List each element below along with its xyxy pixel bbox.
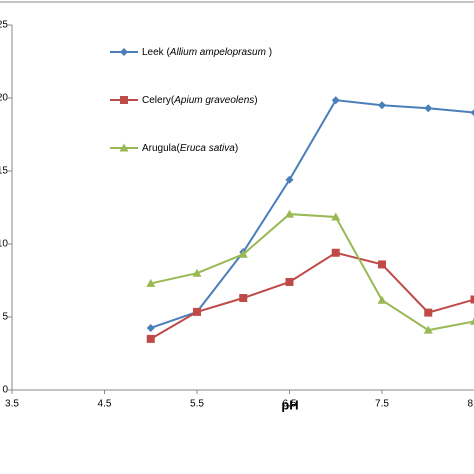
marker: [146, 323, 155, 332]
marker: [331, 212, 341, 221]
legend-marker: [119, 143, 129, 152]
x-tick-label: 8.5: [468, 399, 474, 410]
y-tick-label: 15: [0, 166, 8, 177]
series-line: [150, 251, 474, 340]
x-tick-label: 4.5: [98, 399, 112, 410]
marker: [146, 278, 156, 287]
marker: [470, 109, 474, 117]
legend-label: Celery(Apium graveolens): [142, 95, 258, 106]
marker: [331, 248, 340, 257]
marker: [470, 317, 474, 325]
marker: [470, 295, 474, 304]
y-tick-label: 5: [2, 312, 8, 323]
x-tick-label: 3.5: [5, 399, 19, 410]
marker: [193, 307, 201, 316]
legend-label: Arugula(Eruca sativa): [142, 143, 238, 154]
marker: [424, 308, 433, 317]
marker: [238, 249, 248, 258]
y-tick-label: 0: [2, 385, 8, 396]
legend-label: Leek (Allium ampeloprasum ): [142, 47, 272, 58]
marker: [146, 334, 155, 343]
x-tick-label: 6.5: [283, 399, 297, 410]
marker: [424, 104, 433, 113]
marker: [285, 175, 294, 184]
marker: [192, 268, 202, 277]
marker: [377, 295, 387, 304]
x-tick-label: 5.5: [190, 399, 204, 410]
legend-marker: [120, 48, 128, 56]
y-tick-label: 25: [0, 20, 8, 31]
marker: [378, 101, 386, 110]
x-axis-title: pH: [281, 397, 298, 412]
marker: [423, 325, 433, 334]
marker: [239, 294, 248, 303]
legend-marker: [120, 96, 128, 104]
series-line: [150, 99, 474, 329]
marker: [285, 209, 294, 218]
series-line: [150, 213, 474, 332]
marker: [285, 277, 294, 286]
y-tick-label: 20: [0, 93, 8, 104]
marker: [331, 96, 340, 105]
y-tick-label: 10: [0, 239, 8, 250]
x-tick-label: 7.5: [375, 399, 389, 410]
marker: [378, 260, 386, 269]
